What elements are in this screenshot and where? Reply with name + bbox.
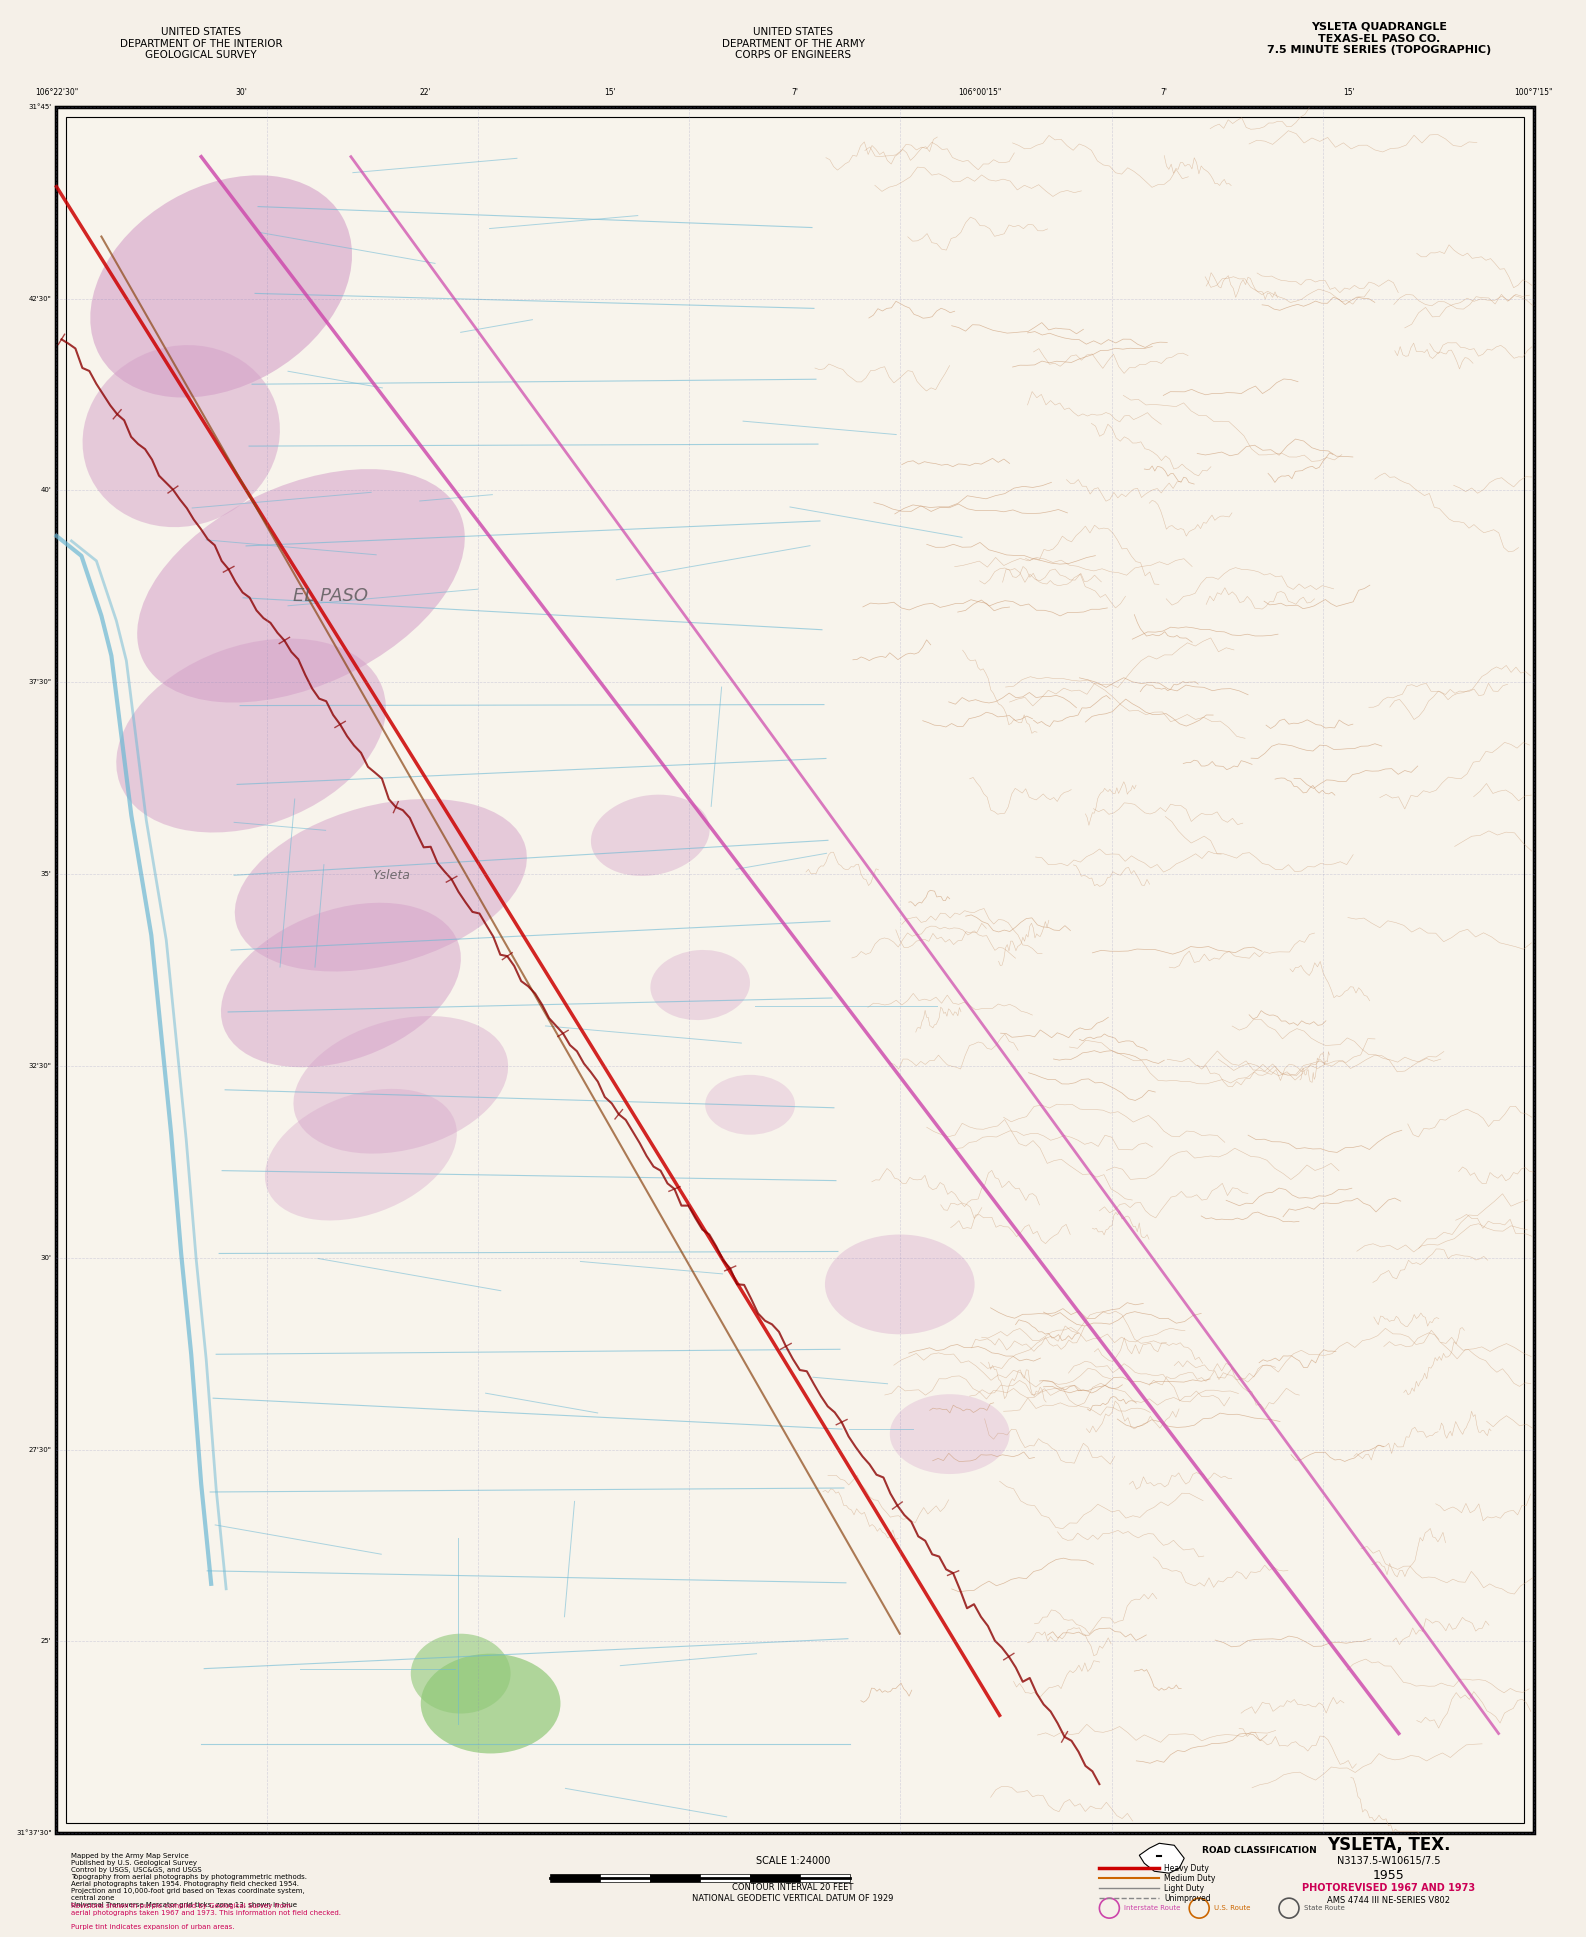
Text: PHOTOREVISED 1967 AND 1973: PHOTOREVISED 1967 AND 1973 xyxy=(1302,1883,1475,1892)
Text: 106°22'30": 106°22'30" xyxy=(35,87,78,97)
Text: Unimproved: Unimproved xyxy=(1164,1894,1210,1902)
Bar xyxy=(699,1875,750,1883)
Text: 25': 25' xyxy=(41,1639,51,1645)
Ellipse shape xyxy=(420,1654,560,1753)
Bar xyxy=(799,1875,850,1883)
Text: 42'30": 42'30" xyxy=(29,296,51,302)
Ellipse shape xyxy=(90,174,352,397)
Ellipse shape xyxy=(136,469,465,703)
Text: N3137.5-W10615/7.5: N3137.5-W10615/7.5 xyxy=(1337,1856,1440,1865)
Text: 15': 15' xyxy=(604,87,617,97)
Ellipse shape xyxy=(235,798,527,972)
Text: ROAD CLASSIFICATION: ROAD CLASSIFICATION xyxy=(1202,1846,1316,1856)
Ellipse shape xyxy=(220,903,462,1067)
Text: 37'30": 37'30" xyxy=(29,680,51,686)
Text: 40': 40' xyxy=(41,488,51,494)
Text: Medium Duty: Medium Duty xyxy=(1164,1873,1215,1883)
Text: YSLETA, TEX.: YSLETA, TEX. xyxy=(1327,1836,1451,1854)
Text: U.S. Route: U.S. Route xyxy=(1215,1906,1250,1912)
Bar xyxy=(750,1875,799,1883)
Text: 7': 7' xyxy=(791,87,798,97)
Text: 7': 7' xyxy=(1161,87,1167,97)
Ellipse shape xyxy=(825,1234,975,1335)
Ellipse shape xyxy=(116,639,385,833)
Text: 35': 35' xyxy=(41,872,51,877)
Text: UNITED STATES
DEPARTMENT OF THE ARMY
CORPS OF ENGINEERS: UNITED STATES DEPARTMENT OF THE ARMY COR… xyxy=(722,27,864,60)
Bar xyxy=(601,1875,650,1883)
Bar xyxy=(57,107,1534,1832)
Text: 30': 30' xyxy=(41,1255,51,1261)
Ellipse shape xyxy=(890,1395,1010,1474)
Ellipse shape xyxy=(411,1633,511,1714)
Text: 106°00'15": 106°00'15" xyxy=(958,87,1001,97)
Text: 1955: 1955 xyxy=(1373,1869,1405,1881)
Bar xyxy=(67,116,1524,1823)
Ellipse shape xyxy=(592,794,709,876)
Text: Ysleta: Ysleta xyxy=(371,868,409,881)
Text: 27'30": 27'30" xyxy=(29,1447,51,1453)
Text: EL PASO: EL PASO xyxy=(293,587,368,604)
Text: 22': 22' xyxy=(420,87,431,97)
Text: 31°37'30": 31°37'30" xyxy=(16,1830,51,1836)
Text: Mapped by the Army Map Service
Published by U.S. Geological Survey
Control by US: Mapped by the Army Map Service Published… xyxy=(71,1854,308,1908)
Text: AMS 4744 III NE-SERIES V802: AMS 4744 III NE-SERIES V802 xyxy=(1327,1896,1450,1904)
Text: 30': 30' xyxy=(235,87,247,97)
Ellipse shape xyxy=(706,1075,795,1135)
Text: Interstate Route: Interstate Route xyxy=(1124,1906,1180,1912)
Text: UNITED STATES
DEPARTMENT OF THE INTERIOR
GEOLOGICAL SURVEY: UNITED STATES DEPARTMENT OF THE INTERIOR… xyxy=(121,27,282,60)
Ellipse shape xyxy=(650,949,750,1021)
Ellipse shape xyxy=(82,345,279,527)
Text: Light Duty: Light Duty xyxy=(1164,1883,1204,1892)
Polygon shape xyxy=(1139,1844,1185,1873)
Text: Heavy Duty: Heavy Duty xyxy=(1164,1863,1209,1873)
Text: State Route: State Route xyxy=(1304,1906,1345,1912)
Ellipse shape xyxy=(293,1017,508,1154)
Text: 15': 15' xyxy=(1343,87,1354,97)
Bar xyxy=(550,1875,601,1883)
Ellipse shape xyxy=(265,1089,457,1220)
Bar xyxy=(57,107,1534,1832)
Text: 100°7'15": 100°7'15" xyxy=(1515,87,1553,97)
Text: 32'30": 32'30" xyxy=(29,1063,51,1069)
Text: Revisions shown in purple compiled by Geological Survey from
aerial photographs : Revisions shown in purple compiled by Ge… xyxy=(71,1904,341,1929)
Text: CONTOUR INTERVAL 20 FEET
NATIONAL GEODETIC VERTICAL DATUM OF 1929: CONTOUR INTERVAL 20 FEET NATIONAL GEODET… xyxy=(693,1883,893,1902)
Bar xyxy=(650,1875,699,1883)
Text: 31°45': 31°45' xyxy=(29,105,51,110)
Text: YSLETA QUADRANGLE
TEXAS-EL PASO CO.
7.5 MINUTE SERIES (TOPOGRAPHIC): YSLETA QUADRANGLE TEXAS-EL PASO CO. 7.5 … xyxy=(1267,21,1491,54)
Text: SCALE 1:24000: SCALE 1:24000 xyxy=(757,1856,829,1865)
